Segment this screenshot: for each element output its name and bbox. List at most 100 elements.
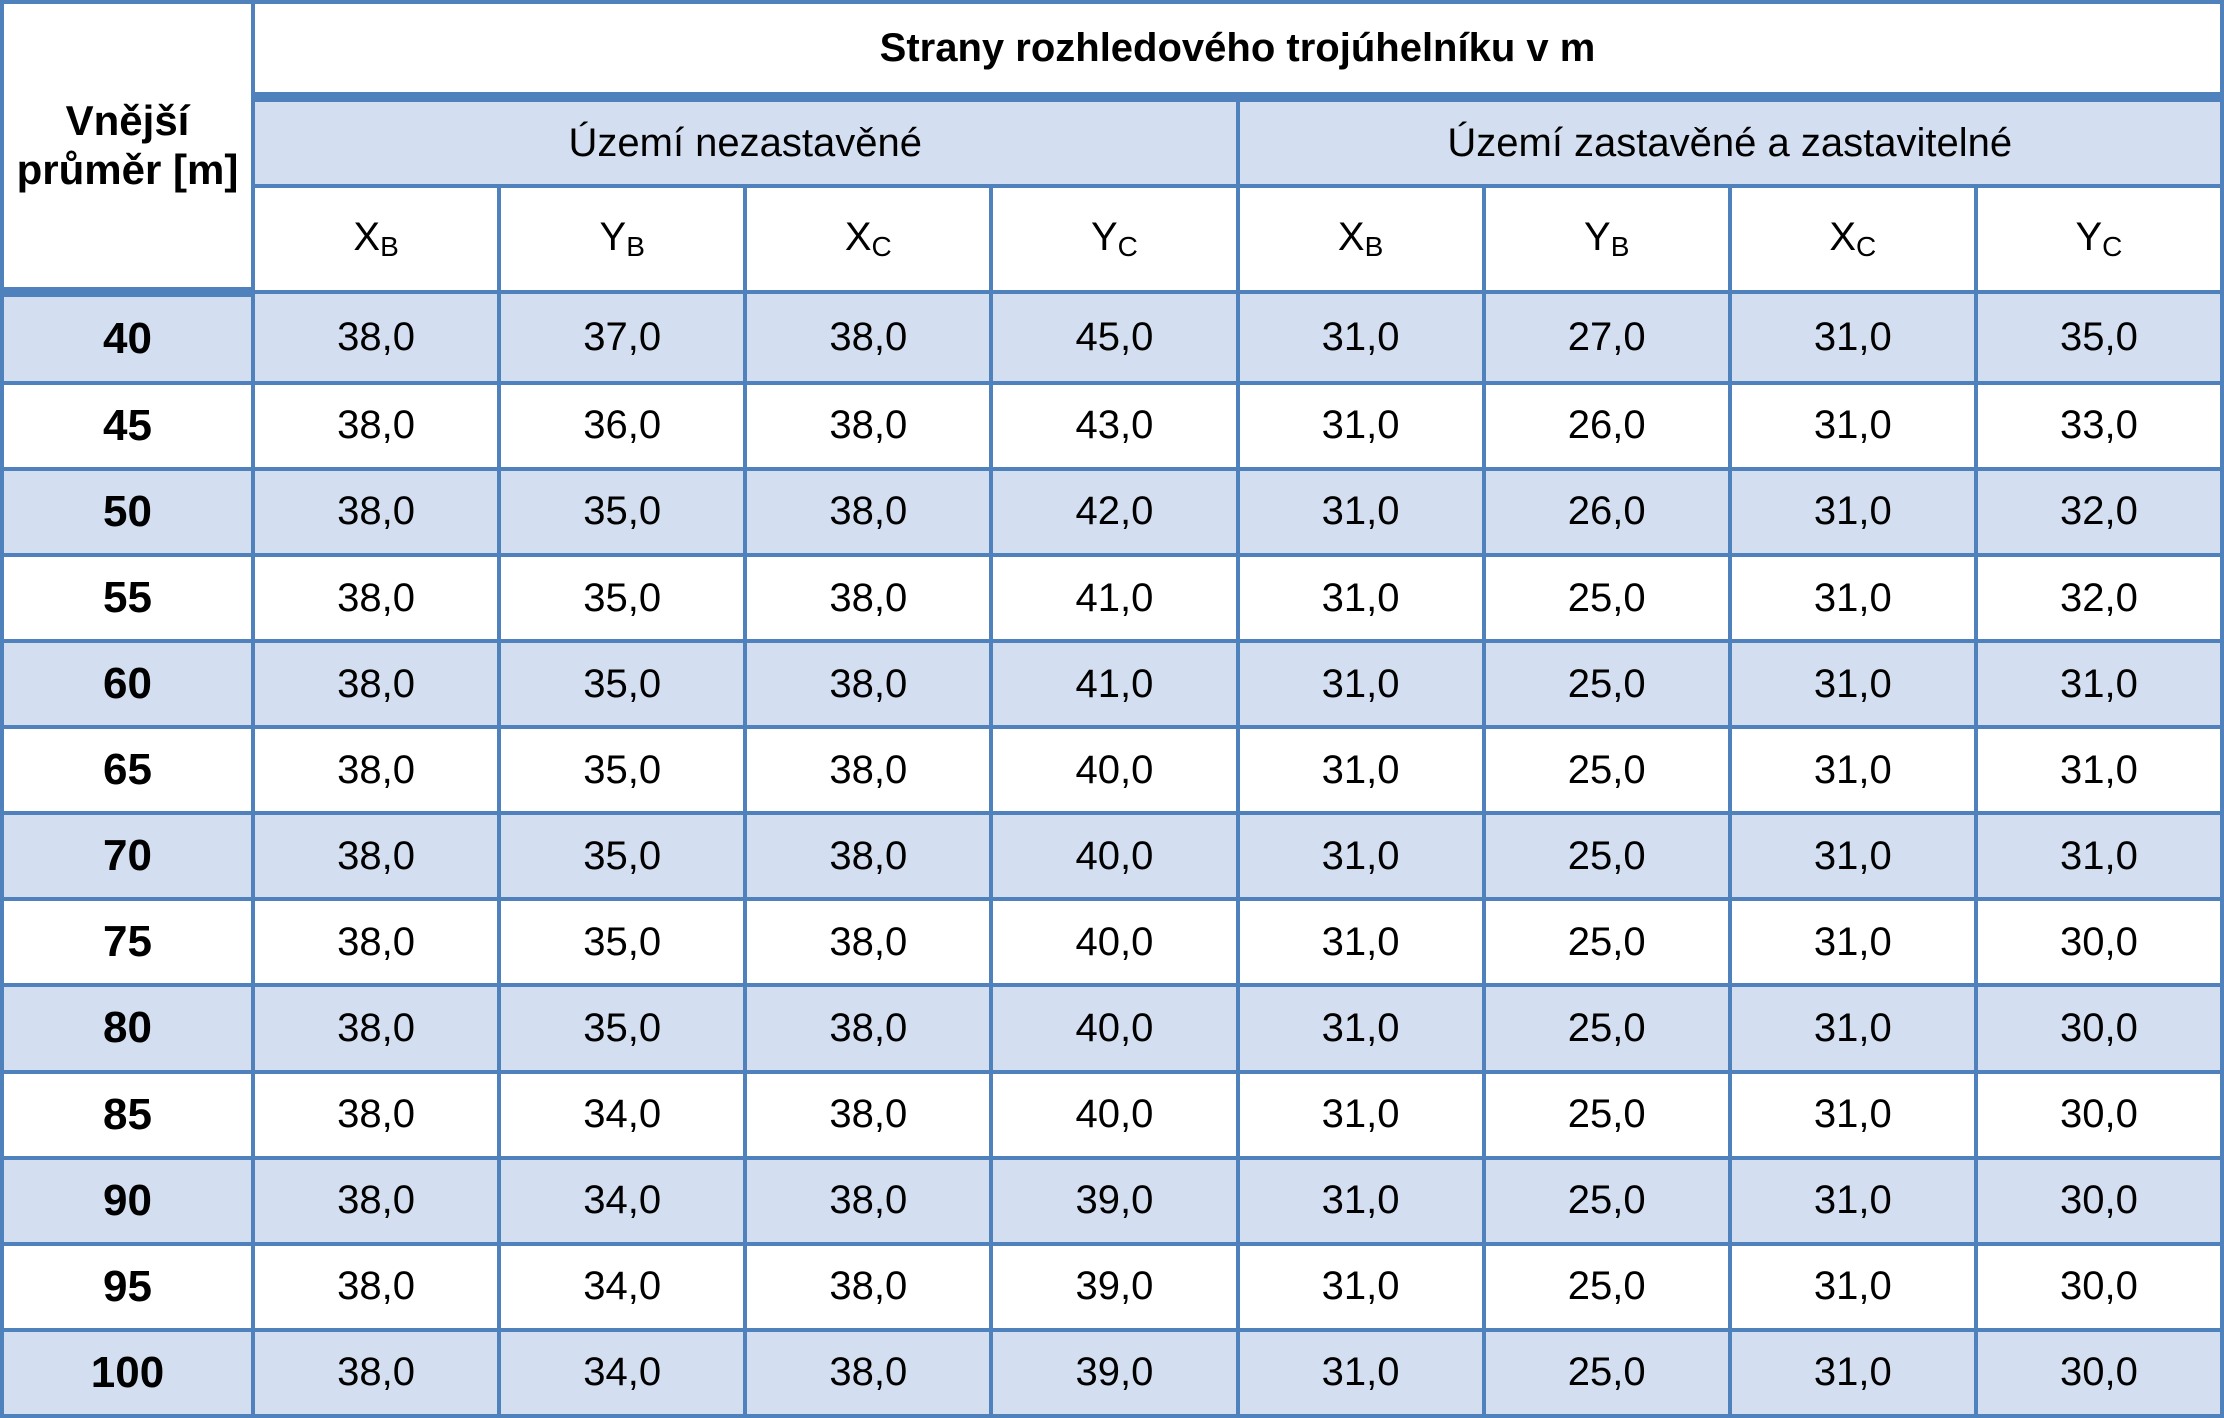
table-cell: 39,0	[989, 1155, 1240, 1246]
table-cell: 31,0	[1235, 1155, 1486, 1246]
table-cell: 25,0	[1481, 811, 1732, 902]
column-subscript: C	[1117, 231, 1138, 262]
table-cell: 31,0	[1973, 811, 2224, 902]
table-cell: 38,0	[743, 725, 994, 816]
table-cell: 31,0	[1727, 1241, 1978, 1332]
column-symbol: X	[353, 215, 381, 259]
table-cell: 25,0	[1481, 983, 1732, 1074]
table-cell: 31,0	[1727, 1069, 1978, 1160]
table-cell: 35,0	[497, 983, 748, 1074]
row-label: 90	[0, 1155, 255, 1246]
row-label: 50	[0, 466, 255, 558]
table-cell: 34,0	[497, 1069, 748, 1160]
column-symbol: X	[1829, 215, 1857, 259]
table-cell: 31,0	[1235, 983, 1486, 1074]
column-symbol: Y	[2075, 215, 2103, 259]
table-cell: 40,0	[989, 1069, 1240, 1160]
table-cell: 38,0	[743, 1241, 994, 1332]
column-header: YC	[1973, 184, 2224, 294]
table-cell: 32,0	[1973, 553, 2224, 644]
table-cell: 30,0	[1973, 983, 2224, 1074]
row-header: Vnější průměr [m]	[0, 0, 255, 297]
table-cell: 31,0	[1235, 466, 1486, 558]
table-cell: 35,0	[497, 811, 748, 902]
column-symbol: Y	[1090, 215, 1118, 259]
column-header: XB	[1235, 184, 1486, 294]
table-cell: 38,0	[250, 983, 502, 1074]
column-subscript: B	[626, 231, 645, 262]
column-subscript: C	[1856, 231, 1877, 262]
table-row: 65 38,0 35,0 38,0 40,0 31,0 25,0 31,0 31,0	[0, 725, 2224, 816]
table-cell: 30,0	[1973, 1069, 2224, 1160]
row-label: 80	[0, 983, 255, 1074]
table-cell: 31,0	[1727, 639, 1978, 730]
table-cell: 41,0	[989, 639, 1240, 730]
table-cell: 31,0	[1235, 811, 1486, 902]
table-cell: 32,0	[1973, 466, 2224, 558]
table-cell: 38,0	[250, 466, 502, 558]
table-cell: 38,0	[743, 290, 994, 385]
table-row: 100 38,0 34,0 38,0 39,0 31,0 25,0 31,0 30,0	[0, 1327, 2224, 1418]
table-cell: 41,0	[989, 553, 1240, 644]
table-cell: 34,0	[497, 1155, 748, 1246]
row-label: 55	[0, 553, 255, 644]
table-cell: 31,0	[1727, 290, 1978, 385]
column-symbol: X	[844, 215, 872, 259]
table-row: 95 38,0 34,0 38,0 39,0 31,0 25,0 31,0 30,0	[0, 1241, 2224, 1332]
column-header: YB	[497, 184, 748, 294]
table-cell: 31,0	[1727, 380, 1978, 471]
table-cell: 43,0	[989, 380, 1240, 471]
table-cell: 25,0	[1481, 1327, 1732, 1418]
table-cell: 30,0	[1973, 1241, 2224, 1332]
group-header: Území zastavěné a zastavitelné	[1235, 95, 2224, 188]
row-label: 65	[0, 725, 255, 816]
table-row: 85 38,0 34,0 38,0 40,0 31,0 25,0 31,0 30,0	[0, 1069, 2224, 1160]
row-label: 100	[0, 1327, 255, 1418]
table-row: 90 38,0 34,0 38,0 39,0 31,0 25,0 31,0 30,0	[0, 1155, 2224, 1246]
column-subscript: B	[1610, 231, 1630, 262]
row-label: 75	[0, 897, 255, 988]
table-row: 70 38,0 35,0 38,0 40,0 31,0 25,0 31,0 31,0	[0, 811, 2224, 902]
column-header: XC	[743, 184, 994, 294]
column-subscript: C	[2102, 231, 2123, 262]
table-cell: 31,0	[1727, 466, 1978, 558]
table-cell: 31,0	[1235, 897, 1486, 988]
table-cell: 31,0	[1235, 725, 1486, 816]
column-subscript: C	[871, 231, 892, 262]
table-cell: 31,0	[1727, 1327, 1978, 1418]
column-header: XB	[250, 184, 502, 294]
table-cell: 40,0	[989, 725, 1240, 816]
table-cell: 33,0	[1973, 380, 2224, 471]
table-cell: 35,0	[497, 639, 748, 730]
table-row: 40 38,0 37,0 38,0 45,0 31,0 27,0 31,0 35,0	[0, 290, 2224, 385]
table-cell: 30,0	[1973, 1155, 2224, 1246]
table-cell: 35,0	[497, 466, 748, 558]
table-cell: 31,0	[1727, 983, 1978, 1074]
row-label: 45	[0, 380, 255, 471]
column-subscript: B	[1364, 231, 1384, 262]
table-cell: 38,0	[250, 725, 502, 816]
table-cell: 31,0	[1727, 897, 1978, 988]
table-cell: 30,0	[1973, 1327, 2224, 1418]
table-cell: 25,0	[1481, 639, 1732, 730]
table-row: 75 38,0 35,0 38,0 40,0 31,0 25,0 31,0 30,0	[0, 897, 2224, 988]
column-symbol: Y	[1584, 215, 1611, 259]
table-title: Strany rozhledového trojúhelníku v m	[251, 0, 2224, 102]
table-cell: 38,0	[743, 1155, 994, 1246]
column-header: XC	[1727, 184, 1978, 294]
table-cell: 42,0	[989, 466, 1240, 558]
table-cell: 31,0	[1727, 725, 1978, 816]
table-cell: 38,0	[743, 897, 994, 988]
table-cell: 38,0	[250, 553, 502, 644]
table-cell: 34,0	[497, 1241, 748, 1332]
table-cell: 35,0	[1973, 290, 2224, 385]
table-cell: 37,0	[497, 290, 748, 385]
table-row: 60 38,0 35,0 38,0 41,0 31,0 25,0 31,0 31,0	[0, 639, 2224, 730]
group-row: Území nezastavěné Území zastavěné a zasta…	[2, 95, 2224, 188]
table-cell: 38,0	[743, 380, 994, 471]
table-cell: 38,0	[250, 1069, 502, 1160]
table-row: 55 38,0 35,0 38,0 41,0 31,0 25,0 31,0 32,0	[0, 553, 2224, 644]
table-cell: 31,0	[1235, 1069, 1486, 1160]
table-cell: 31,0	[1235, 639, 1486, 730]
